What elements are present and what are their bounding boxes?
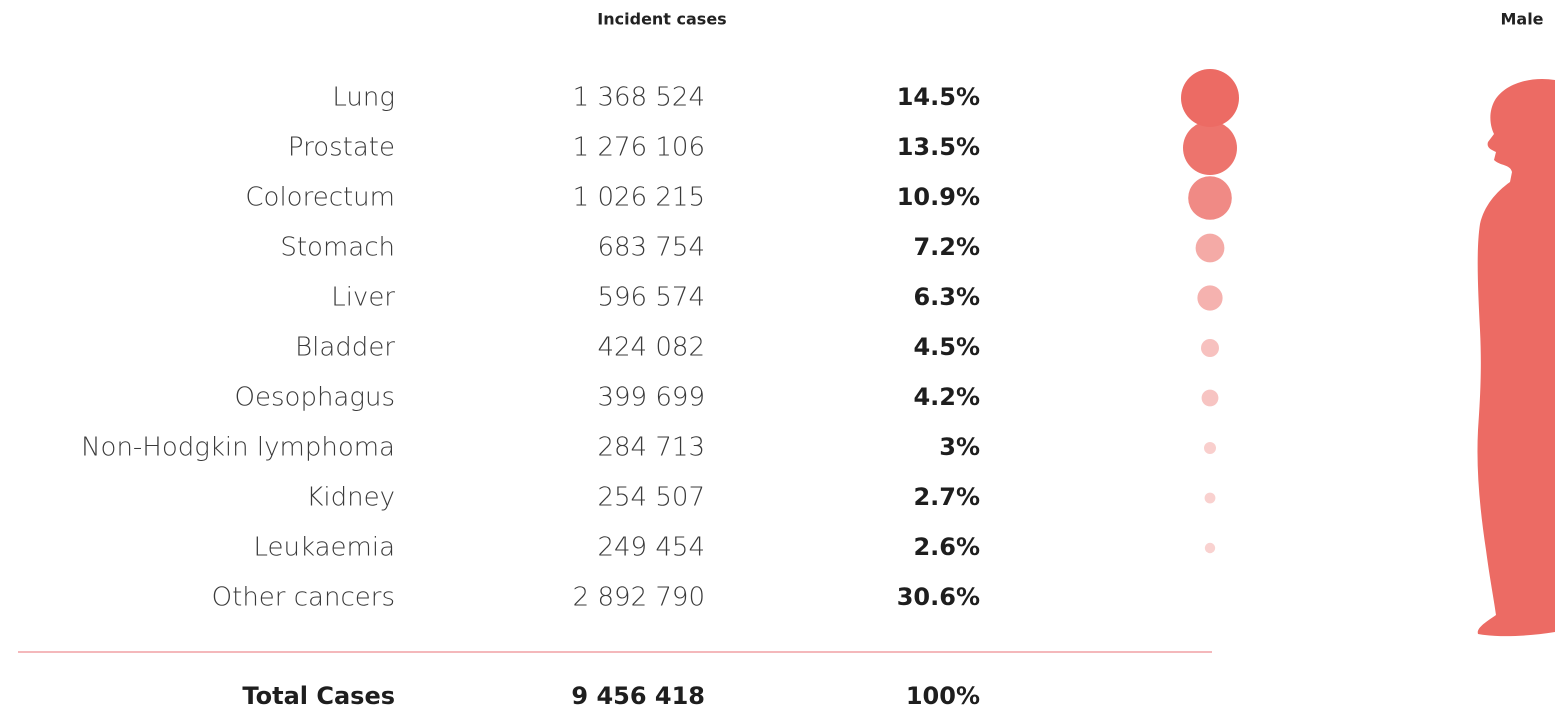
cancer-site: Kidney [306,483,395,513]
cancer-site: Colorectum [245,183,395,213]
cancer-site: Non-Hodgkin lymphoma [81,433,395,463]
cancer-site: Leukaemia [253,533,395,563]
case-share: 100% [906,682,980,710]
case-share: 4.2% [913,383,980,411]
case-share: 2.7% [913,483,980,511]
case-share: 10.9% [897,183,980,211]
cancer-site: Total Cases [242,682,395,710]
share-bubble [1201,339,1219,357]
page: {"header": {"title": "Incident cases", "… [0,0,1555,710]
share-bubble [1204,442,1216,454]
share-bubble [1205,543,1215,553]
share-bubble [1202,390,1219,407]
infographic: Incident cases Male Lung 1 368 524 14.5% Pr… [0,0,1555,710]
cancer-site: Oesophagus [235,383,395,413]
case-count: 596 574 [597,283,705,313]
cancer-site: Liver [331,283,395,313]
case-share: 13.5% [897,133,980,161]
share-bubble [1183,121,1237,175]
case-count: 254 507 [597,483,705,513]
share-bubble [1197,285,1222,310]
case-count: 1 276 106 [573,133,705,163]
case-count: 9 456 418 [571,682,705,710]
case-share: 6.3% [913,283,980,311]
share-bubble [1205,493,1216,504]
cancer-site: Lung [332,83,395,113]
case-count: 2 892 790 [573,583,705,613]
figure-label: Male [1500,10,1543,29]
case-share: 14.5% [897,83,980,111]
case-count: 683 754 [597,233,705,263]
case-share: 7.2% [913,233,980,261]
share-bubble [1196,234,1225,263]
cancer-site: Stomach [280,233,395,263]
case-count: 284 713 [597,433,705,463]
cancer-site: Bladder [295,333,395,363]
cancer-site: Other cancers [212,583,395,613]
case-count: 249 454 [597,533,705,563]
case-count: 424 082 [597,333,705,363]
male-silhouette [1477,79,1555,636]
case-count: 1 026 215 [573,183,705,213]
case-count: 399 699 [597,383,705,413]
share-bubble [1181,69,1239,127]
case-count: 1 368 524 [573,83,705,113]
case-share: 2.6% [913,533,980,561]
share-bubble [1188,176,1232,220]
cancer-site: Prostate [288,133,395,163]
case-share: 30.6% [897,583,980,611]
column-header: Incident cases [597,10,726,29]
case-share: 3% [939,433,980,461]
case-share: 4.5% [913,333,980,361]
